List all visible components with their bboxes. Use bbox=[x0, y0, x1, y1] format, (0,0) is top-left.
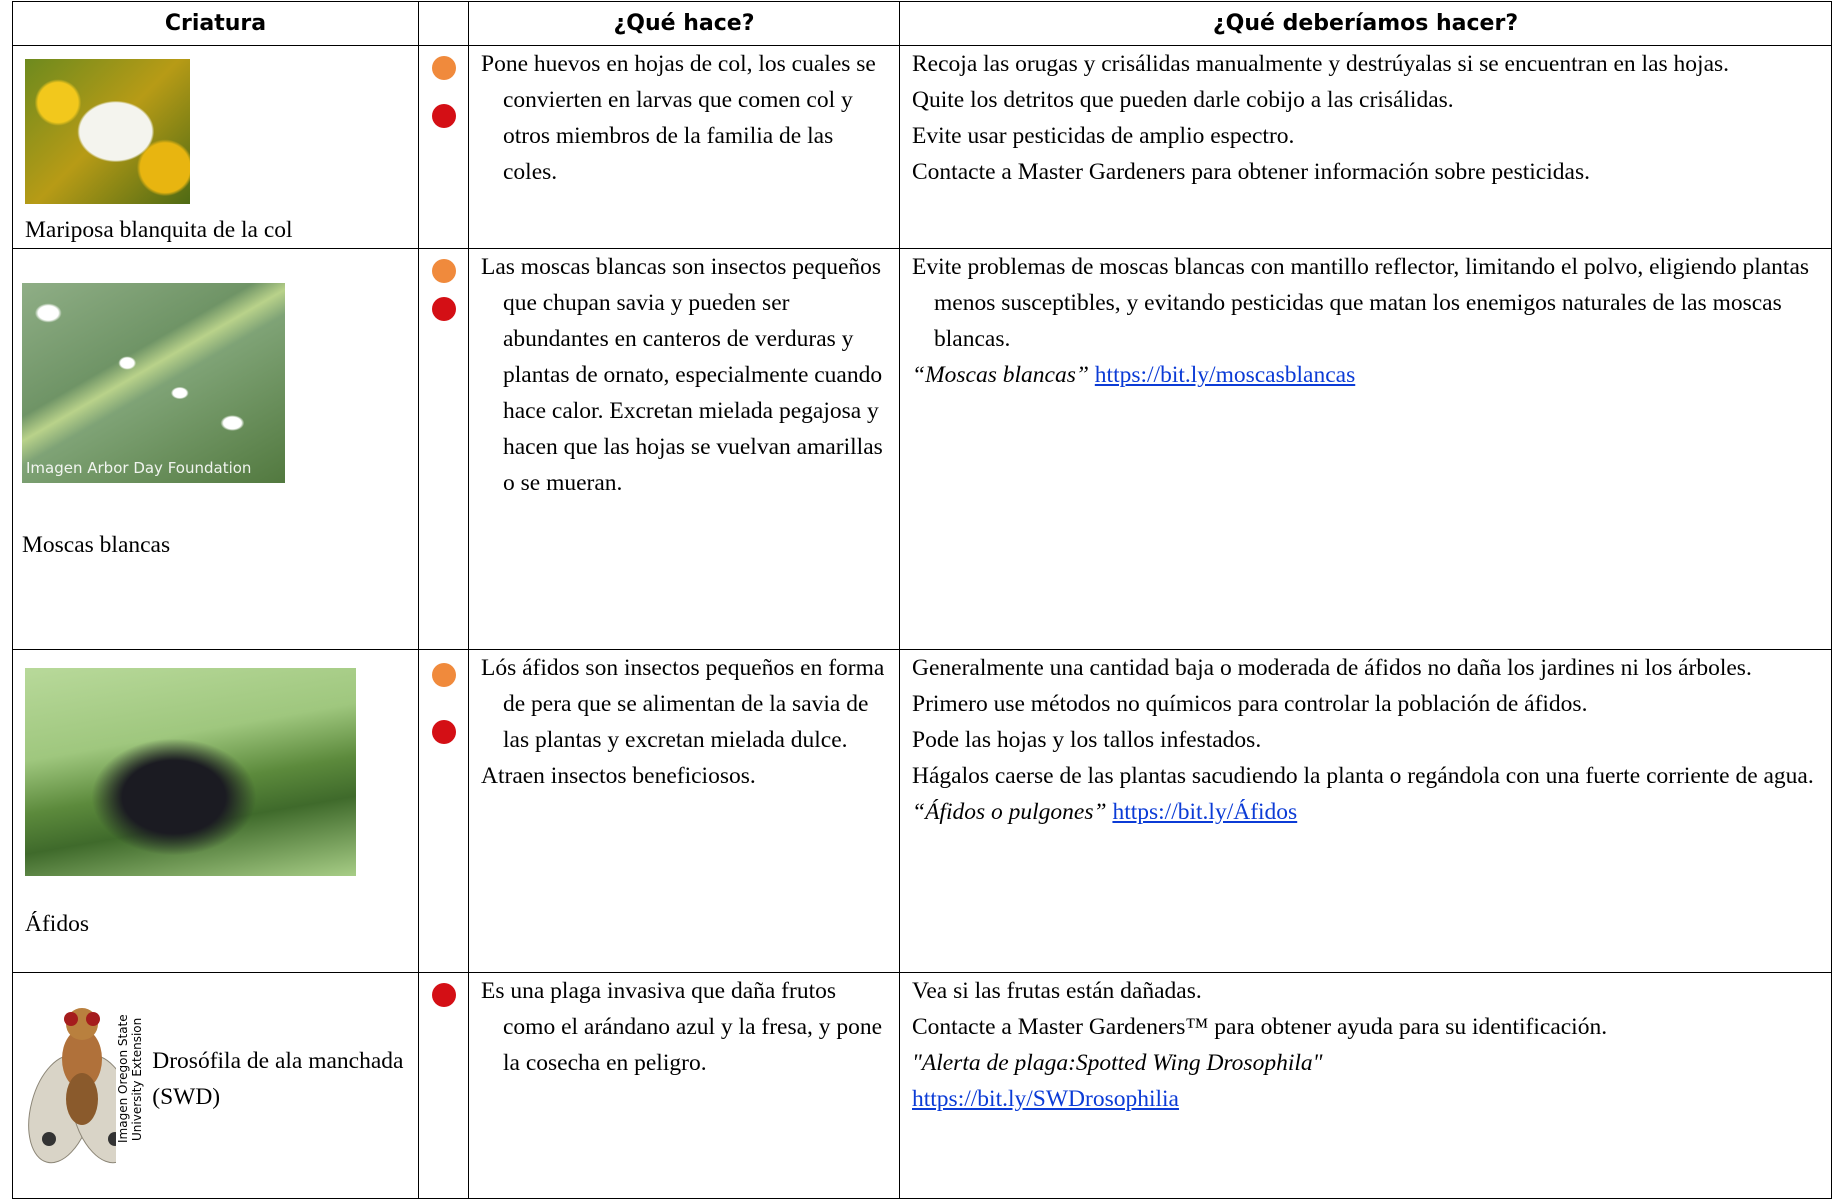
creature-name: Áfidos bbox=[25, 911, 89, 937]
paragraph: Hágalos caerse de las plantas sacudiendo… bbox=[912, 763, 1814, 789]
paragraph: Lós áfidos son insectos pequeños en form… bbox=[481, 655, 885, 753]
todo-cell: Vea si las frutas están dañadas. Contact… bbox=[899, 972, 1832, 1199]
aphid-image bbox=[25, 668, 356, 876]
paragraph: Quite los detritos que pueden darle cobi… bbox=[912, 87, 1454, 113]
creature-group: Imagen Oregon State University Extension… bbox=[21, 989, 406, 1169]
paragraph: Contacte a Master Gardeners para obtener… bbox=[912, 159, 1590, 185]
row: Imagen Oregon State University Extension… bbox=[12, 972, 1832, 1199]
todo-cell: Generalmente una cantidad baja o moderad… bbox=[899, 649, 1832, 973]
row: Mariposa blanquita de la col Pone huevos… bbox=[12, 45, 1832, 249]
source-link: https://bit.ly/SWDrosophilia bbox=[912, 1081, 1819, 1117]
whitefly-image: Imagen Arbor Day Foundation bbox=[22, 283, 285, 483]
source: “Áfidos o pulgones” https://bit.ly/Áfido… bbox=[912, 794, 1819, 830]
does-cell: Pone huevos en hojas de col, los cuales … bbox=[468, 45, 900, 249]
link[interactable]: https://bit.ly/moscasblancas bbox=[1094, 362, 1356, 388]
dot-cell bbox=[418, 649, 469, 973]
paragraph: Vea si las frutas están dañadas. bbox=[912, 978, 1202, 1004]
dot-cell bbox=[418, 45, 469, 249]
source: "Alerta de plaga:Spotted Wing Drosophila… bbox=[912, 1045, 1819, 1081]
dot-cell bbox=[418, 248, 469, 650]
paragraph: Pone huevos en hojas de col, los cuales … bbox=[481, 51, 876, 185]
paragraph: Evite usar pesticidas de amplio espectro… bbox=[912, 123, 1295, 149]
paragraph: Evite problemas de moscas blancas con ma… bbox=[912, 254, 1810, 352]
butterfly-image bbox=[25, 59, 190, 204]
does-cell: Es una plaga invasiva que daña frutos co… bbox=[468, 972, 900, 1199]
orange-dot bbox=[431, 259, 456, 283]
pest-table: Criatura ¿Qué hace? ¿Qué deberíamos hace… bbox=[12, 1, 1832, 1199]
creature-cell: Imagen Oregon State University Extension… bbox=[12, 972, 419, 1199]
creature-cell: Mariposa blanquita de la col bbox=[12, 45, 419, 249]
header-cell: ¿Qué deberíamos hacer? bbox=[899, 1, 1832, 46]
red-dot bbox=[431, 720, 456, 744]
link[interactable]: https://bit.ly/SWDrosophilia bbox=[912, 1086, 1179, 1112]
red-dot bbox=[431, 104, 456, 128]
todo-cell: Evite problemas de moscas blancas con ma… bbox=[899, 248, 1832, 650]
source-title: “Moscas blancas” bbox=[912, 362, 1089, 388]
image-credit: Imagen Oregon State University Extension bbox=[116, 1014, 145, 1144]
dot-cell bbox=[418, 972, 469, 1199]
orange-dot bbox=[431, 663, 456, 687]
creature-name: Moscas blancas bbox=[22, 532, 171, 558]
red-dot bbox=[431, 983, 456, 1007]
paragraph: Atraen insectos beneficiosos. bbox=[481, 763, 756, 789]
header-cell bbox=[418, 1, 469, 46]
red-dot bbox=[431, 297, 456, 321]
orange-dot bbox=[431, 56, 456, 80]
creature-name: Drosófila de ala manchada (SWD) bbox=[152, 1048, 404, 1110]
paragraph: Primero use métodos no químicos para con… bbox=[912, 691, 1588, 717]
paragraph: Es una plaga invasiva que daña frutos co… bbox=[481, 978, 883, 1076]
header-cell: ¿Qué hace? bbox=[468, 1, 900, 46]
source: “Moscas blancas” https://bit.ly/moscasbl… bbox=[912, 357, 1819, 393]
paragraph: Contacte a Master Gardeners™ para obtene… bbox=[912, 1014, 1608, 1040]
source-title: "Alerta de plaga:Spotted Wing Drosophila… bbox=[912, 1050, 1323, 1076]
todo-cell: Recoja las orugas y crisálidas manualmen… bbox=[899, 45, 1832, 249]
header-row: Criatura ¿Qué hace? ¿Qué deberíamos hace… bbox=[12, 1, 1832, 46]
creature-name: Mariposa blanquita de la col bbox=[25, 217, 293, 243]
creature-cell: Imagen Arbor Day Foundation Moscas blanc… bbox=[12, 248, 419, 650]
header-cell: Criatura bbox=[12, 1, 419, 46]
does-cell: Las moscas blancas son insectos pequeños… bbox=[468, 248, 900, 650]
row: Imagen Arbor Day Foundation Moscas blanc… bbox=[12, 248, 1832, 650]
paragraph: Pode las hojas y los tallos infestados. bbox=[912, 727, 1262, 753]
row: Áfidos Lós áfidos son insectos pequeños … bbox=[12, 649, 1832, 973]
paragraph: Las moscas blancas son insectos pequeños… bbox=[481, 254, 883, 496]
paragraph: Recoja las orugas y crisálidas manualmen… bbox=[912, 51, 1730, 77]
does-cell: Lós áfidos son insectos pequeños en form… bbox=[468, 649, 900, 973]
creature-cell: Áfidos bbox=[12, 649, 419, 973]
link[interactable]: https://bit.ly/Áfidos bbox=[1112, 799, 1298, 825]
source-title: “Áfidos o pulgones” bbox=[912, 799, 1107, 825]
image-credit: Imagen Arbor Day Foundation bbox=[26, 459, 252, 477]
fly-image bbox=[28, 1008, 117, 1164]
paragraph: Generalmente una cantidad baja o moderad… bbox=[912, 655, 1752, 681]
